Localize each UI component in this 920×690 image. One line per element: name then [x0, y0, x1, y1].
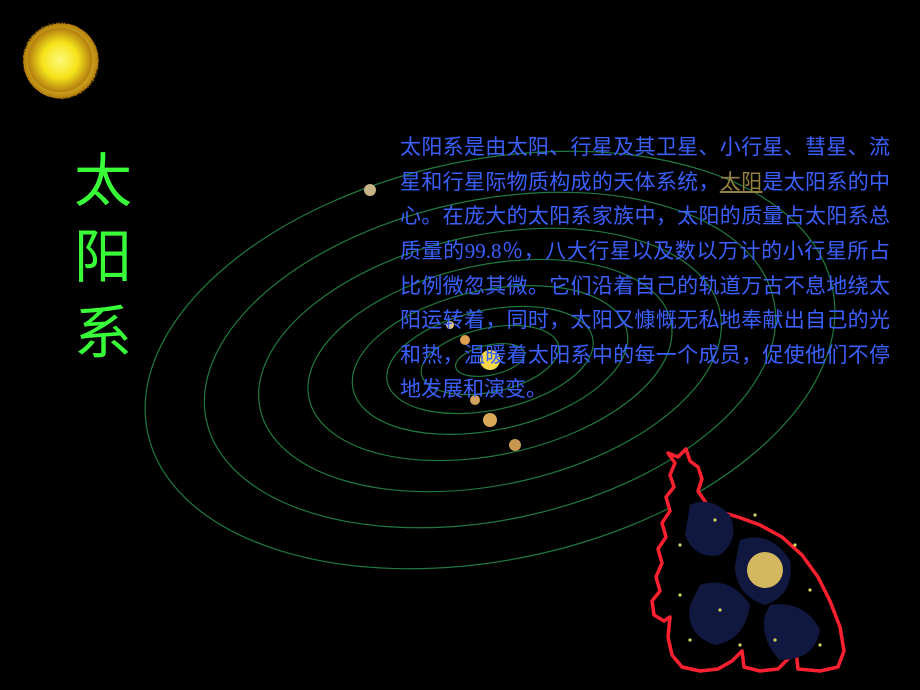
- body-paragraph: 太阳系是由太阳、行星及其卫星、小行星、彗星、流星和行星际物质构成的天体系统，太阳…: [400, 130, 890, 407]
- sun-link[interactable]: 太阳: [720, 170, 763, 194]
- sun-graphic: [15, 15, 105, 105]
- body-post: 是太阳系的中心。在庞大的太阳系家族中，太阳的质量占太阳系总质量的99.8％，八大…: [400, 170, 890, 402]
- wolf-graphic: [620, 445, 860, 675]
